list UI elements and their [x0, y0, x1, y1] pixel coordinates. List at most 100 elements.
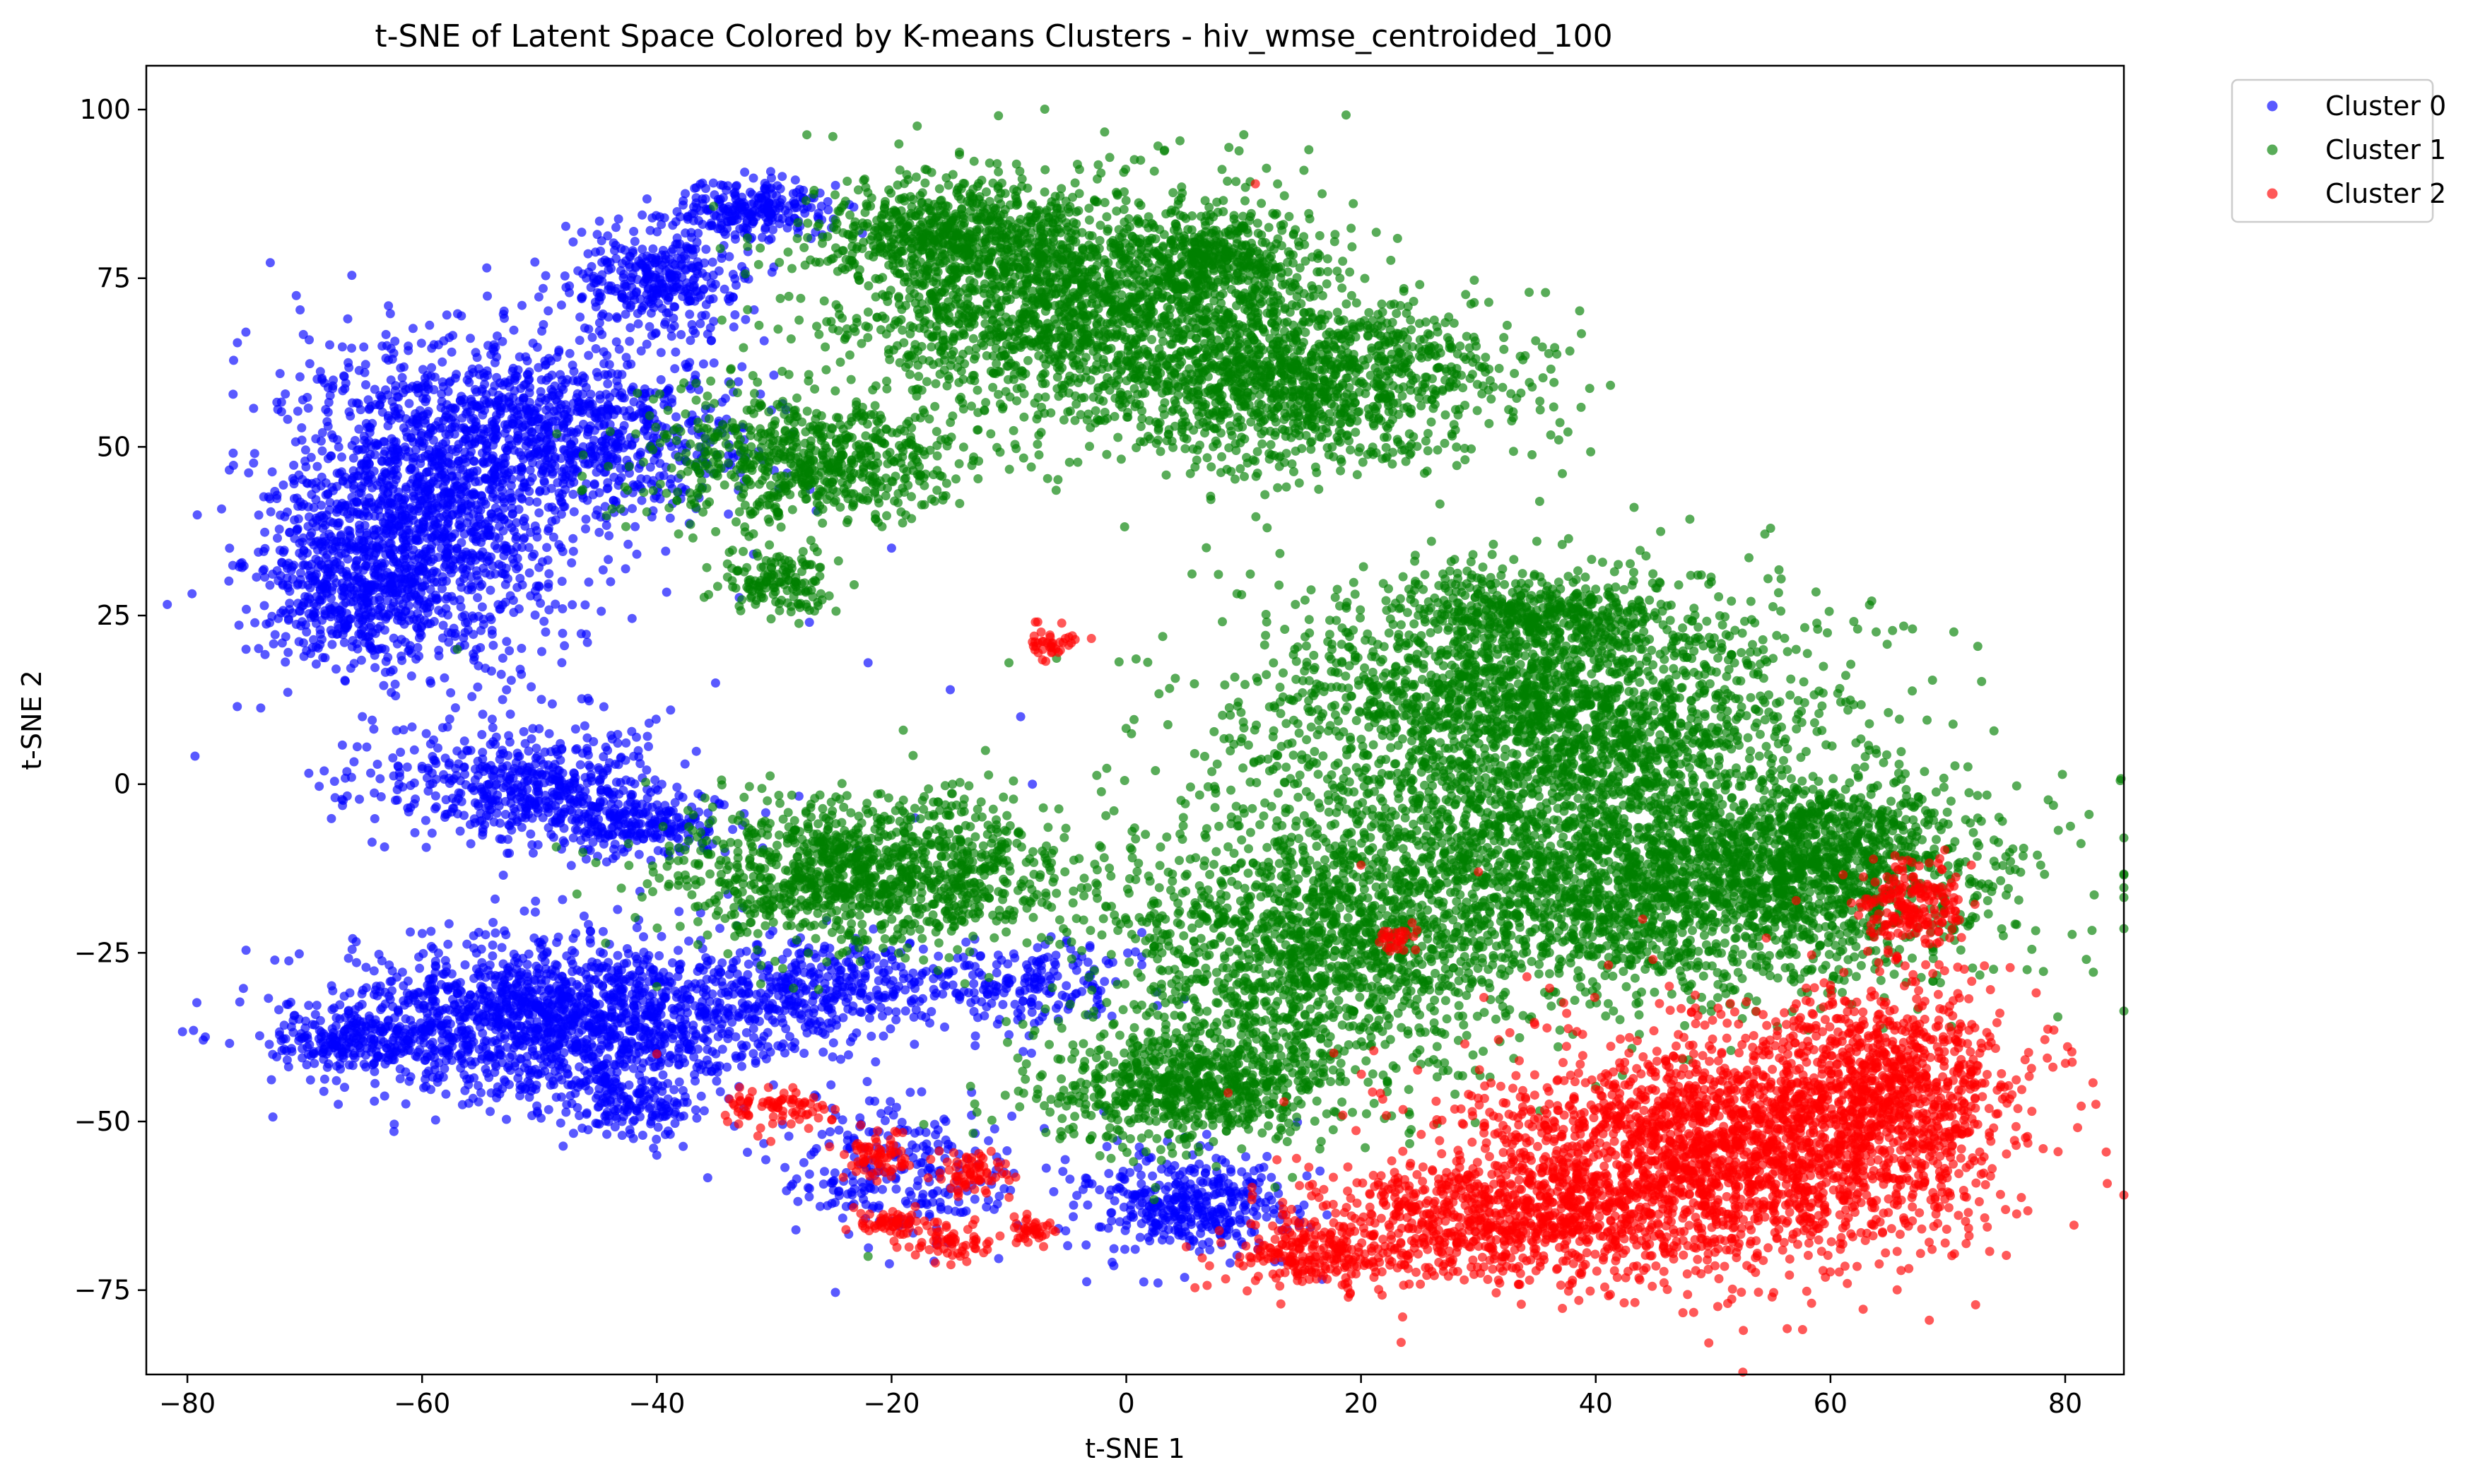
- data-point: [533, 343, 542, 352]
- data-point: [828, 1052, 838, 1061]
- data-point: [418, 583, 427, 592]
- data-point: [368, 837, 377, 847]
- data-point: [537, 469, 546, 478]
- data-point: [590, 479, 599, 488]
- data-point: [519, 727, 529, 736]
- data-point: [499, 551, 508, 560]
- data-point: [613, 738, 623, 748]
- data-point: [256, 703, 265, 712]
- data-point: [525, 453, 534, 462]
- data-point: [657, 932, 666, 941]
- data-point: [357, 578, 366, 587]
- data-point: [568, 237, 577, 247]
- data-point: [271, 630, 280, 640]
- data-point: [505, 849, 514, 858]
- data-point: [481, 568, 491, 577]
- data-point: [595, 296, 604, 305]
- data-point: [554, 540, 563, 549]
- data-point: [504, 731, 513, 741]
- data-point: [482, 264, 491, 273]
- data-point: [584, 351, 593, 360]
- data-point: [542, 543, 551, 552]
- data-point: [940, 1023, 949, 1032]
- data-point: [355, 524, 364, 534]
- data-point: [498, 654, 507, 663]
- data-point: [544, 579, 553, 589]
- data-point: [380, 842, 389, 852]
- data-point: [346, 615, 356, 624]
- data-point: [434, 646, 443, 655]
- data-point: [581, 524, 590, 534]
- data-point: [614, 214, 623, 223]
- data-point: [507, 493, 517, 502]
- data-point: [757, 209, 766, 218]
- data-point: [327, 483, 336, 492]
- data-point: [485, 398, 494, 407]
- data-point: [333, 435, 342, 444]
- data-point: [557, 658, 566, 667]
- data-point: [565, 281, 574, 290]
- data-point: [531, 897, 540, 906]
- data-point: [417, 630, 426, 640]
- data-point: [488, 723, 498, 732]
- data-point: [322, 553, 331, 563]
- data-point: [305, 359, 315, 368]
- data-point: [611, 241, 621, 250]
- data-point: [684, 936, 693, 946]
- data-point: [705, 295, 715, 304]
- data-point: [526, 830, 535, 839]
- data-point: [499, 454, 508, 463]
- data-point: [347, 271, 356, 280]
- data-point: [643, 732, 652, 741]
- data-point: [613, 382, 623, 391]
- data-point: [425, 490, 435, 500]
- data-point: [421, 382, 430, 391]
- data-point: [235, 563, 244, 572]
- data-point: [606, 577, 615, 587]
- data-point: [556, 370, 565, 379]
- data-point: [301, 445, 310, 454]
- data-point: [495, 818, 505, 828]
- data-point: [444, 637, 453, 647]
- data-point: [642, 194, 652, 204]
- data-point: [478, 602, 487, 611]
- data-point: [565, 349, 575, 358]
- data-point: [341, 676, 350, 685]
- data-point: [340, 638, 349, 647]
- data-point: [539, 284, 548, 293]
- data-point: [716, 1087, 725, 1096]
- data-point: [488, 737, 498, 746]
- data-point: [711, 280, 720, 289]
- data-point: [361, 466, 370, 475]
- data-point: [443, 487, 452, 496]
- data-point: [616, 266, 626, 276]
- data-point: [494, 470, 503, 479]
- data-point: [358, 986, 368, 995]
- data-point: [470, 652, 479, 661]
- data-point: [618, 786, 628, 795]
- data-point: [270, 955, 279, 965]
- data-point: [443, 519, 452, 529]
- data-point: [556, 497, 565, 507]
- data-point: [418, 394, 428, 403]
- data-point: [715, 266, 724, 276]
- data-point: [266, 507, 276, 517]
- data-point: [585, 760, 594, 770]
- data-point: [823, 205, 833, 214]
- data-point: [515, 752, 524, 761]
- data-point: [560, 824, 569, 833]
- data-point: [595, 217, 604, 226]
- data-point: [411, 426, 420, 435]
- data-point: [628, 614, 637, 623]
- data-point: [341, 501, 350, 510]
- data-point: [370, 531, 380, 540]
- data-point: [254, 644, 263, 653]
- data-point: [567, 558, 576, 567]
- data-point: [508, 401, 517, 411]
- data-point: [312, 659, 321, 669]
- data-point: [488, 951, 497, 960]
- data-point: [464, 994, 473, 1003]
- data-point: [505, 646, 514, 655]
- data-point: [406, 641, 415, 650]
- data-point: [293, 493, 302, 502]
